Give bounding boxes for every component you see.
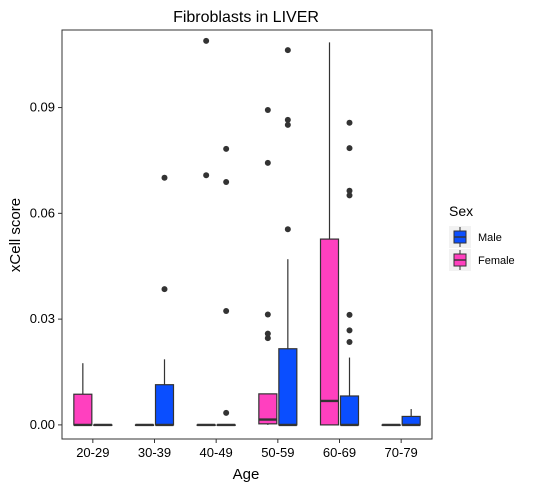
y-axis: 0.00 0.03 0.06 0.09: [30, 100, 62, 432]
y-tick-label: 0.06: [30, 205, 55, 220]
outlier-point: [223, 409, 230, 416]
outlier-point: [161, 286, 168, 293]
legend-label-male: Male: [478, 232, 502, 244]
outlier-point: [203, 172, 210, 179]
legend: Sex Male Female: [449, 203, 515, 271]
box-series-group: [73, 37, 421, 427]
x-tick-label: 50-59: [261, 445, 294, 460]
y-axis-label: xCell score: [7, 198, 24, 272]
y-tick-label: 0.03: [30, 311, 55, 326]
outlier-point: [284, 116, 291, 123]
chart-title: Fibroblasts in LIVER: [173, 9, 319, 26]
y-tick-label: 0.09: [30, 100, 55, 115]
outlier-point: [346, 187, 353, 194]
outlier-point: [223, 178, 230, 185]
outlier-point: [284, 47, 291, 54]
plot-panel: [61, 29, 433, 440]
x-tick-label: 40-49: [200, 445, 233, 460]
outlier-point: [284, 226, 291, 233]
outlier-point: [161, 174, 168, 181]
box-50-59: [278, 348, 298, 426]
box-70-79: [401, 415, 421, 426]
outlier-point: [264, 159, 271, 166]
series-male: [93, 47, 421, 427]
outlier-point: [346, 311, 353, 318]
box-50-59: [258, 393, 278, 425]
x-tick-label: 20-29: [76, 445, 109, 460]
outlier-point: [223, 308, 230, 315]
outlier-point: [264, 330, 271, 337]
box-60-69: [319, 238, 340, 426]
legend-title: Sex: [449, 203, 473, 219]
outlier-point: [346, 145, 353, 152]
x-tick-label: 30-39: [138, 445, 171, 460]
outlier-point: [264, 107, 271, 114]
x-tick-label: 60-69: [323, 445, 356, 460]
outlier-point: [346, 339, 353, 346]
legend-label-female: Female: [478, 255, 515, 267]
outlier-point: [346, 192, 353, 199]
outlier-point: [264, 311, 271, 318]
series-female: [73, 37, 401, 427]
outlier-point: [346, 119, 353, 126]
x-axis: 20-29 30-39 40-49 50-59 60-69 70-79: [76, 439, 418, 460]
y-tick-label: 0.00: [30, 417, 55, 432]
outlier-point: [264, 335, 271, 342]
box-20-29: [73, 393, 93, 426]
outlier-point: [223, 145, 230, 152]
outlier-point: [203, 37, 210, 44]
box-30-39: [154, 384, 175, 426]
outlier-point: [346, 327, 353, 334]
x-tick-label: 70-79: [385, 445, 418, 460]
outlier-point: [284, 121, 291, 128]
x-axis-label: Age: [233, 466, 260, 483]
box-60-69: [339, 395, 360, 426]
